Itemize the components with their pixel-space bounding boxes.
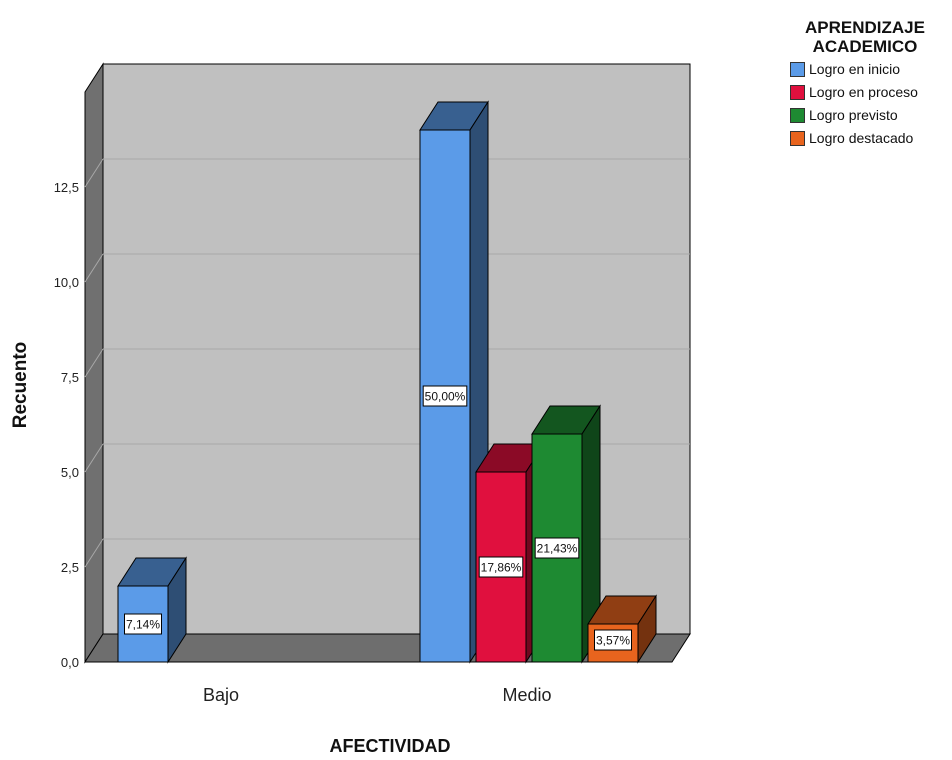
gridline-side [84, 158, 104, 188]
y-tick-label: 12,5 [54, 180, 79, 195]
gridline-side [84, 253, 104, 283]
x-tick-label: Bajo [203, 685, 239, 705]
bar-side [637, 594, 657, 664]
data-label-box [594, 629, 632, 651]
data-label-text: 50,00% [425, 390, 466, 404]
legend-label: Logro previsto [809, 107, 898, 123]
x-tick-labels: Bajo Medio [203, 685, 552, 705]
data-label-text: 17,86% [481, 561, 522, 575]
data-label: 50,00% [422, 385, 468, 407]
x-tick-label: Medio [502, 685, 551, 705]
data-label-text: 21,43% [537, 542, 578, 556]
y-tick-label: 0,0 [61, 655, 79, 670]
data-label-box [422, 385, 468, 407]
data-label-text: 7,14% [126, 618, 160, 632]
legend-title-line-2: ACADEMICO [812, 37, 918, 56]
legend-label: Logro en proceso [809, 84, 918, 100]
legend-swatch [790, 61, 805, 77]
legend-label: Logro en inicio [809, 61, 901, 77]
data-label-box [124, 613, 162, 635]
data-label: 17,86% [478, 556, 524, 578]
legend-title: APRENDIZAJE ACADEMICO [790, 18, 940, 56]
legend-swatch [790, 107, 805, 123]
legend-item-logro-previsto: Logro previsto [790, 105, 950, 125]
y-tick-label: 2,5 [61, 560, 79, 575]
y-axis-title: Recuento [10, 342, 31, 429]
legend-swatch [790, 130, 805, 146]
legend-label: Logro destacado [809, 130, 914, 146]
legend-item-logro-destacado: Logro destacado [790, 128, 950, 148]
y-tick-label: 10,0 [54, 275, 79, 290]
legend-title-line-1: APRENDIZAJE [805, 18, 925, 37]
y-tick-labels: 0,0 2,5 5,0 7,5 10,0 12,5 [54, 180, 79, 670]
data-label-text: 3,57% [596, 634, 630, 648]
legend: APRENDIZAJE ACADEMICO Logro en inicio Lo… [790, 18, 950, 148]
legend-swatch [790, 84, 805, 100]
data-label: 21,43% [534, 537, 580, 559]
gridline-side [84, 443, 104, 473]
y-tick-label: 7,5 [61, 370, 79, 385]
x-axis-title: AFECTIVIDAD [330, 736, 451, 756]
gridline-side [84, 538, 104, 568]
data-label-box [478, 556, 524, 578]
bar [117, 556, 187, 664]
gridline-side [84, 348, 104, 378]
legend-item-logro-en-proceso: Logro en proceso [790, 82, 950, 102]
data-label: 7,14% [124, 613, 162, 635]
data-labels: 7,14% 50,00% 17,86% 21,43% 3,57% [124, 385, 632, 651]
data-label: 3,57% [594, 629, 632, 651]
y-tick-label: 5,0 [61, 465, 79, 480]
data-label-box [534, 537, 580, 559]
legend-item-logro-en-inicio: Logro en inicio [790, 59, 950, 79]
bar-side [167, 556, 187, 664]
